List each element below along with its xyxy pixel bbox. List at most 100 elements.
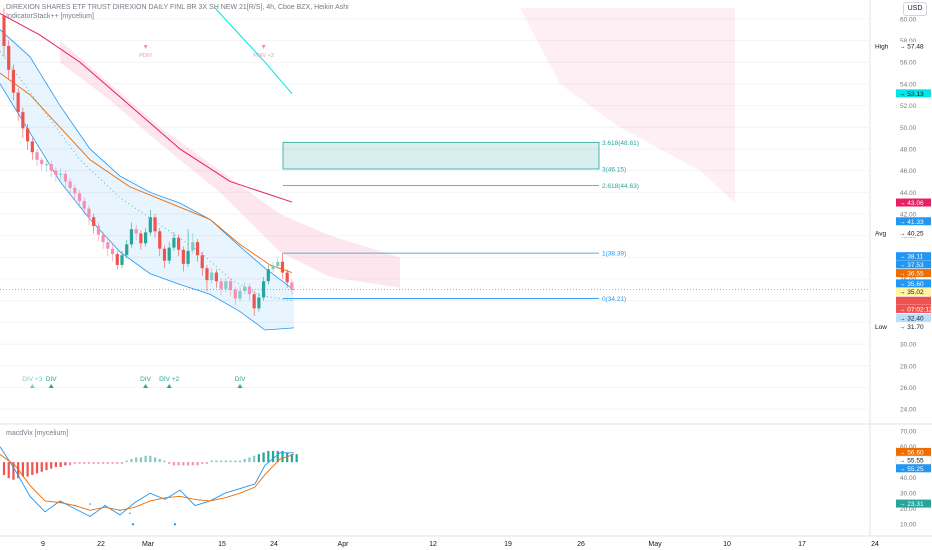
candle-body[interactable]: [82, 200, 86, 209]
price-tag-box[interactable]: [896, 252, 931, 261]
candle-body[interactable]: [7, 45, 11, 70]
candle-body[interactable]: [59, 173, 63, 175]
price-tag-box[interactable]: [896, 198, 931, 207]
candle-body[interactable]: [167, 247, 171, 261]
candle-body[interactable]: [120, 255, 124, 265]
price-tag-box[interactable]: [896, 260, 931, 269]
macd-tag-box[interactable]: [896, 499, 931, 508]
candle-body[interactable]: [21, 112, 25, 129]
candle-body[interactable]: [40, 159, 44, 165]
candle-body[interactable]: [266, 269, 270, 282]
candle-body[interactable]: [257, 297, 261, 309]
candle-body[interactable]: [77, 193, 82, 201]
candle-body[interactable]: [233, 289, 237, 299]
candle-body[interactable]: [139, 233, 143, 244]
price-tag-box[interactable]: [896, 287, 931, 296]
macd-histogram-bar: [196, 462, 199, 466]
price-tag-label-bg: [872, 42, 898, 51]
candle-body[interactable]: [35, 152, 39, 160]
candle-body[interactable]: [63, 173, 67, 182]
candle-body[interactable]: [44, 164, 49, 166]
macd-tick-label: 70.00: [900, 429, 917, 436]
price-tag-box[interactable]: [896, 269, 931, 278]
candle-body[interactable]: [68, 181, 72, 188]
candlestick-series[interactable]: [2, 8, 294, 316]
price-tag-box[interactable]: [896, 296, 931, 305]
candle-body[interactable]: [110, 248, 115, 255]
price-tag-box[interactable]: [896, 322, 931, 331]
candle-body[interactable]: [153, 217, 157, 232]
candle-body[interactable]: [271, 266, 275, 270]
macd-tick-label: 60.00: [900, 444, 917, 451]
price-tag-box[interactable]: [896, 304, 931, 313]
candle-body[interactable]: [134, 229, 138, 234]
price-tag-box[interactable]: [896, 89, 931, 98]
macd-histogram-bar: [2, 462, 6, 475]
candle-body[interactable]: [210, 272, 214, 281]
macd-histogram-bar: [238, 460, 242, 463]
macd-tag-box[interactable]: [896, 464, 931, 473]
price-tag-box[interactable]: [896, 314, 931, 323]
candle-body[interactable]: [238, 290, 242, 299]
candle-body[interactable]: [247, 286, 252, 295]
macd-tag-box[interactable]: [895, 455, 932, 465]
candle-body[interactable]: [205, 268, 209, 281]
candle-body[interactable]: [195, 242, 200, 256]
candle-body[interactable]: [224, 281, 228, 289]
candle-body[interactable]: [2, 15, 6, 46]
candle-body[interactable]: [92, 217, 96, 226]
candle-body[interactable]: [49, 164, 53, 171]
candle-body[interactable]: [177, 237, 181, 250]
macd-histogram-bar: [92, 462, 95, 464]
candle-body[interactable]: [11, 69, 16, 93]
candle-body[interactable]: [219, 281, 223, 289]
macd-line-blue: [0, 446, 294, 518]
candle-body[interactable]: [290, 282, 294, 290]
macd-histogram-bar: [172, 462, 176, 466]
time-tick-label: Mar: [142, 541, 155, 548]
candle-body[interactable]: [115, 254, 119, 265]
currency-button[interactable]: USD: [903, 2, 927, 16]
candle-body[interactable]: [214, 272, 218, 282]
candle-body[interactable]: [16, 92, 20, 113]
candle-body[interactable]: [262, 281, 266, 298]
price-tag-value: → 40.25: [899, 230, 924, 237]
candle-body[interactable]: [280, 261, 285, 273]
candle-body[interactable]: [96, 225, 100, 235]
price-tag-box[interactable]: [896, 228, 931, 237]
candle-body[interactable]: [276, 261, 280, 267]
candle-body[interactable]: [181, 249, 185, 264]
candle-body[interactable]: [148, 217, 152, 233]
candle-body[interactable]: [144, 232, 148, 244]
candle-body[interactable]: [200, 255, 204, 269]
candle-body[interactable]: [106, 242, 110, 249]
candle-body[interactable]: [26, 128, 30, 142]
macd-histogram-bar: [97, 462, 100, 464]
candle-body[interactable]: [162, 248, 167, 261]
price-tag-box[interactable]: [896, 279, 931, 288]
price-tag-box[interactable]: [896, 217, 931, 226]
price-tag-box[interactable]: [896, 42, 931, 51]
candle-body[interactable]: [30, 141, 34, 153]
macd-tag-box[interactable]: [896, 447, 931, 456]
candle-body[interactable]: [285, 272, 289, 283]
candle-body[interactable]: [191, 242, 195, 251]
divergence-label: DIV: [235, 376, 247, 383]
candle-body[interactable]: [125, 244, 129, 256]
ichimoku-cloud: [60, 8, 735, 288]
candle-body[interactable]: [186, 250, 190, 264]
macd-histogram-bar: [111, 462, 114, 464]
candle-body[interactable]: [129, 229, 134, 245]
candle-body[interactable]: [73, 187, 77, 194]
time-axis[interactable]: 9 22 Mar 15 24 Apr 12 19 26 May 10 17 24: [41, 541, 879, 548]
candle-body[interactable]: [228, 281, 233, 290]
candle-body[interactable]: [54, 170, 58, 175]
candle-body[interactable]: [252, 294, 256, 309]
candle-body[interactable]: [158, 231, 162, 249]
candle-body[interactable]: [87, 208, 91, 218]
candle-body[interactable]: [172, 237, 176, 248]
price-tick-label: 24.00: [900, 407, 917, 414]
price-axis[interactable]: 60.00 58.00 56.00 54.00 52.00 50.00 48.00 46.00…: [872, 16, 932, 529]
candle-body[interactable]: [101, 234, 105, 243]
candle-body[interactable]: [243, 286, 247, 291]
